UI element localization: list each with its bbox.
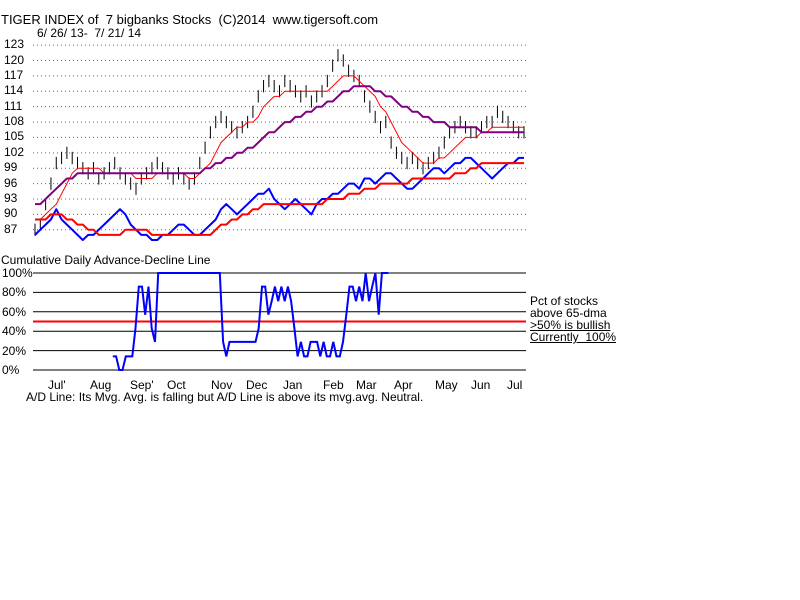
main-y-tick-label: 108 <box>4 114 25 129</box>
main-y-tick-label: 102 <box>4 144 25 159</box>
month-label: Mar <box>356 378 377 392</box>
main-y-tick-label: 120 <box>4 52 25 67</box>
month-label: Feb <box>323 378 344 392</box>
pct-note-3: >50% is bullish <box>530 318 611 332</box>
main-y-tick-label: 111 <box>4 98 23 113</box>
sub-y-tick-label: 20% <box>2 343 27 358</box>
pct-note-4: Currently 100% <box>530 330 617 344</box>
main-y-tick-label: 114 <box>4 83 24 98</box>
short-ma-series <box>35 75 524 220</box>
main-y-tick-label: 93 <box>4 190 18 205</box>
month-label: Apr <box>394 378 413 392</box>
main-y-tick-label: 87 <box>4 221 18 236</box>
main-y-tick-label: 90 <box>4 206 18 221</box>
main-y-tick-label: 117 <box>4 67 24 82</box>
main-y-tick-label: 105 <box>4 129 25 144</box>
month-label: Jun <box>471 378 491 392</box>
date-range: 6/ 26/ 13- 7/ 21/ 14 <box>37 26 142 40</box>
month-label: Jul' <box>48 378 66 392</box>
sub-y-tick-label: 100% <box>2 266 33 280</box>
chart-title: TIGER INDEX of 7 bigbanks Stocks (C)2014… <box>1 12 379 27</box>
ad-line-series <box>34 156 524 241</box>
sub-y-tick-label: 60% <box>2 304 27 319</box>
pct-note-2: above 65-dma <box>530 306 607 320</box>
pct-note-1: Pct of stocks <box>530 294 599 308</box>
month-label: Jul <box>507 378 523 392</box>
month-label: Sep' <box>130 378 154 392</box>
month-label: Nov <box>211 378 233 392</box>
month-label: Jan <box>283 378 303 392</box>
subchart-title: Cumulative Daily Advance-Decline Line <box>1 253 211 267</box>
main-y-tick-label: 123 <box>4 37 25 52</box>
footer-status: A/D Line: Its Mvg. Avg. is falling but A… <box>26 390 424 404</box>
month-label: May <box>435 378 458 392</box>
ad-ma-series <box>35 162 524 236</box>
sub-y-tick-label: 80% <box>2 285 27 300</box>
pct-above-dma-series <box>112 272 389 371</box>
main-y-tick-label: 96 <box>4 175 18 190</box>
long-ma-series <box>35 85 524 206</box>
month-label: Aug <box>90 378 112 392</box>
sub-y-tick-label: 0% <box>2 363 20 377</box>
month-label: Oct <box>167 378 186 392</box>
sub-y-tick-label: 40% <box>2 324 27 339</box>
main-y-tick-label: 99 <box>4 160 18 175</box>
month-label: Dec <box>246 378 268 392</box>
